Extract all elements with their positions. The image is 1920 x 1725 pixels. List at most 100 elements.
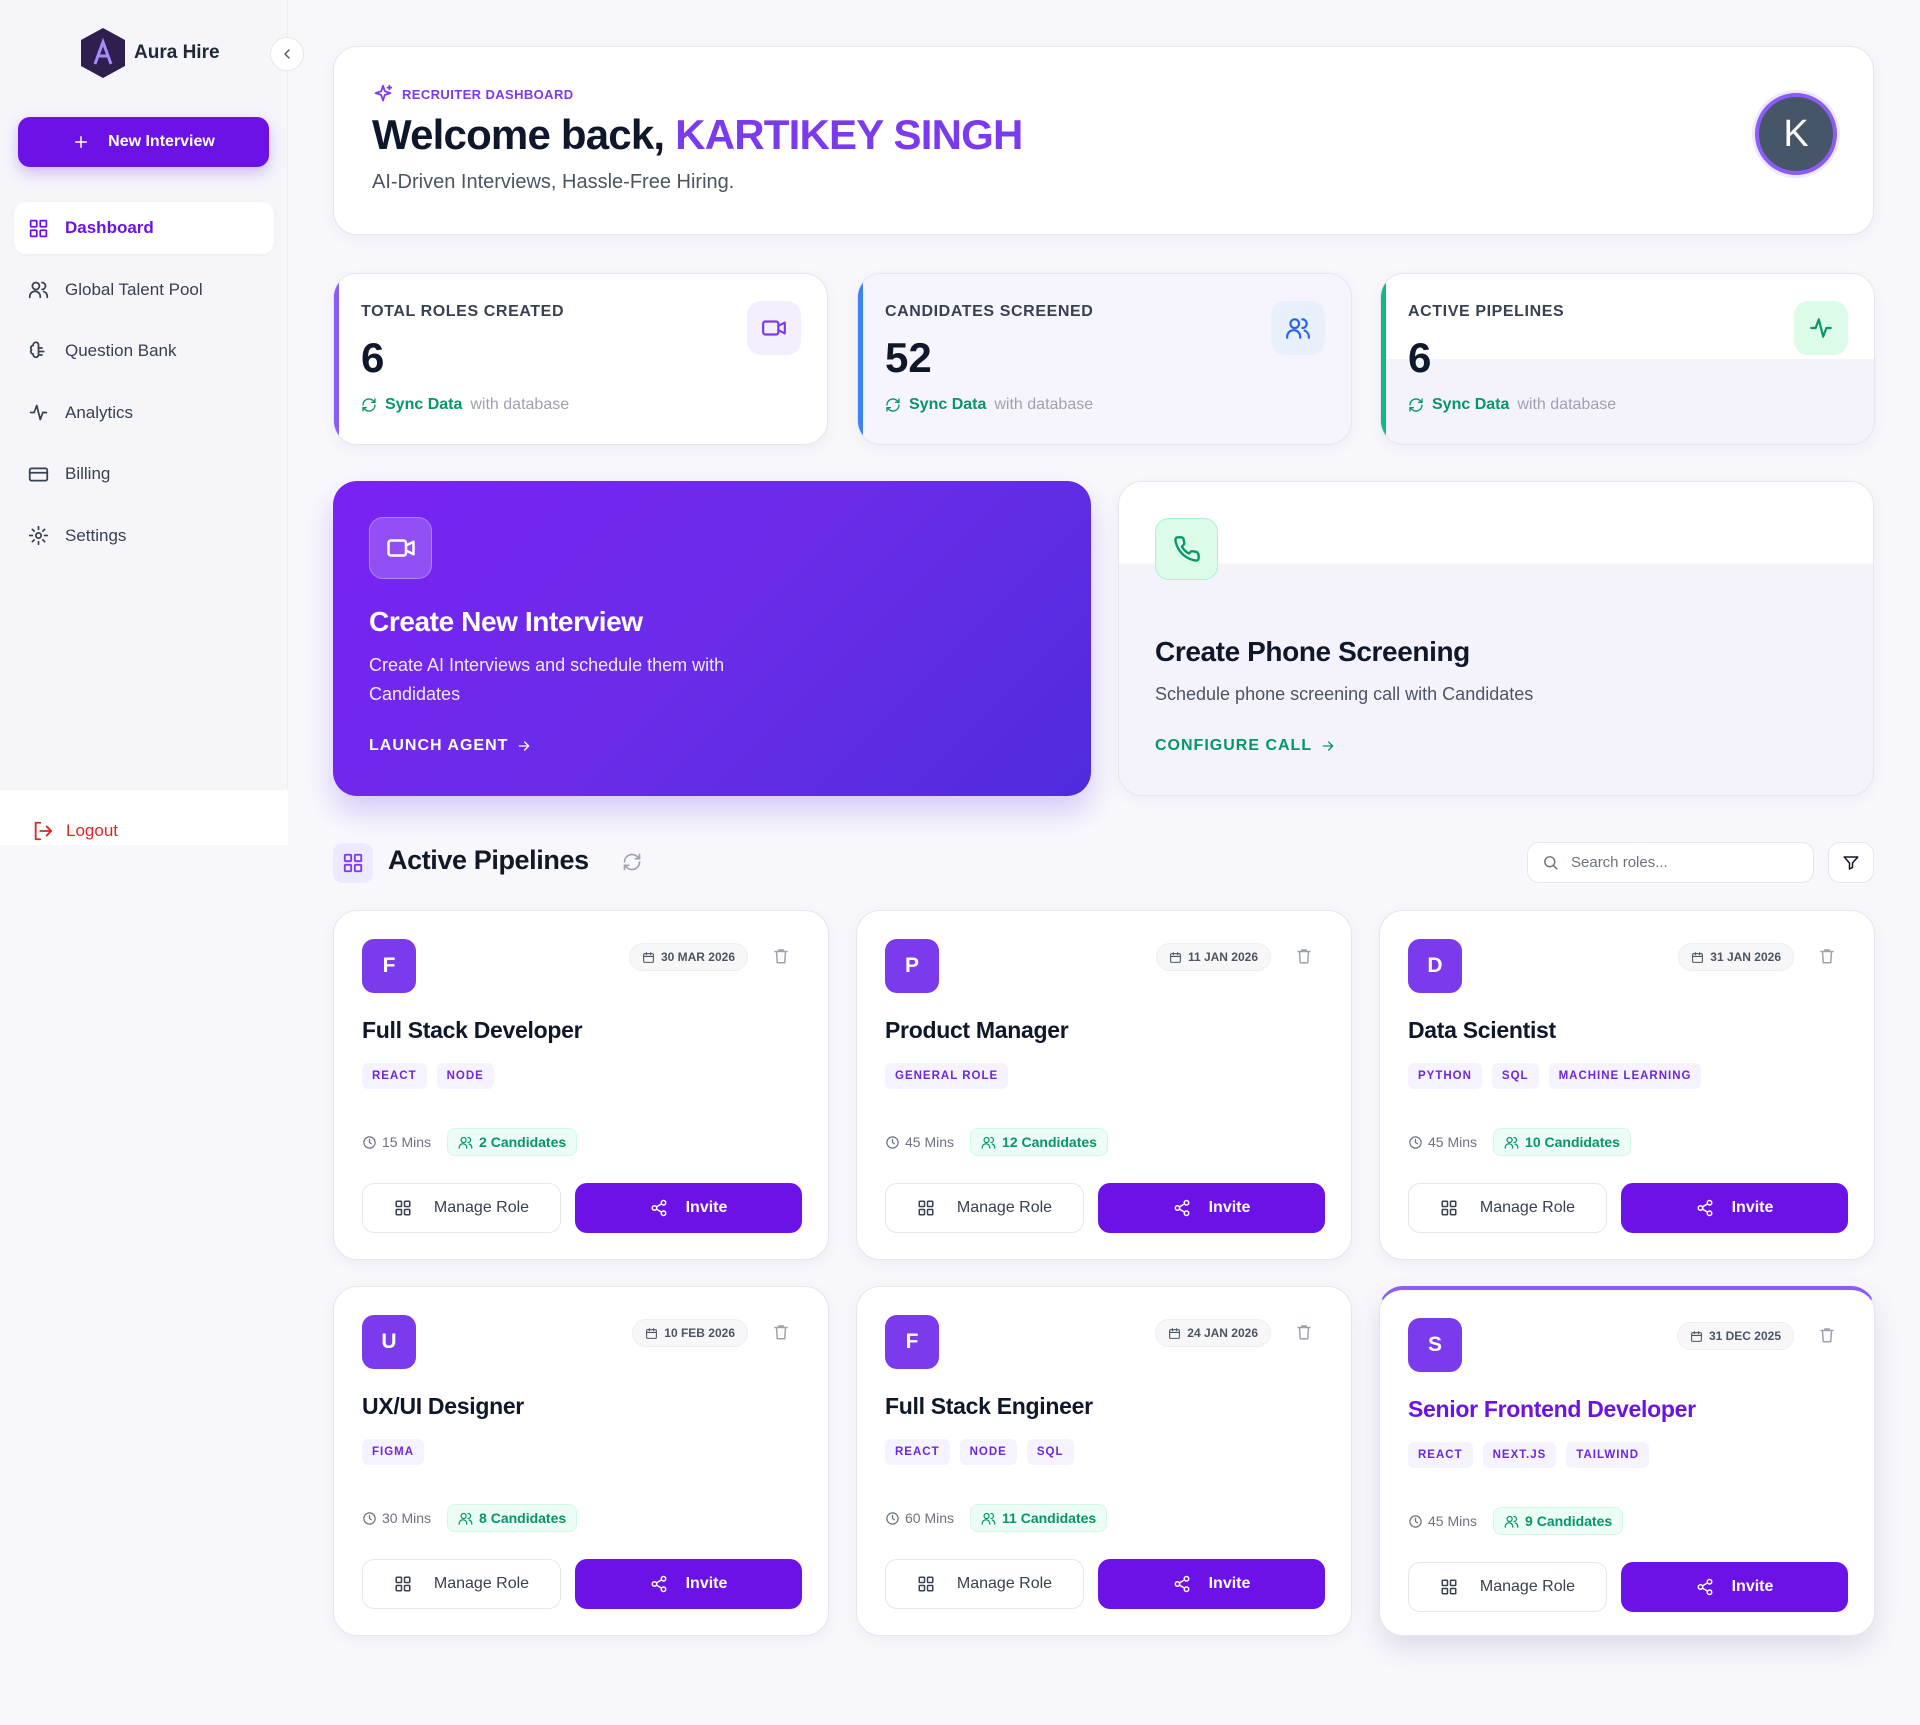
stat-value: 52 bbox=[885, 334, 932, 381]
new-interview-button[interactable]: New Interview bbox=[18, 117, 269, 167]
icon bbox=[1409, 1514, 1422, 1528]
icon bbox=[34, 821, 53, 841]
role-meta: 60 Mins 11 Candidates bbox=[885, 1504, 1108, 1532]
nav-item[interactable]: Dashboard bbox=[14, 202, 274, 254]
delete-button[interactable] bbox=[1818, 947, 1836, 970]
logout-button[interactable]: Logout bbox=[32, 820, 118, 842]
cta-label: CONFIGURE CALL bbox=[1155, 737, 1313, 754]
delete-button[interactable] bbox=[1295, 947, 1313, 970]
duration-text: 60 Mins bbox=[905, 1510, 955, 1526]
icon bbox=[374, 84, 393, 102]
candidates-text: 11 Candidates bbox=[1002, 1510, 1097, 1526]
search-placeholder: Search roles... bbox=[1571, 854, 1668, 871]
accent-bar bbox=[858, 274, 863, 444]
button-label: Invite bbox=[1208, 1575, 1251, 1592]
delete-button[interactable] bbox=[1295, 1323, 1313, 1346]
skill-tag: REACT bbox=[885, 1439, 950, 1465]
manage-role-button[interactable]: Manage Role bbox=[1408, 1183, 1607, 1233]
stat-label: ACTIVE PIPELINES bbox=[1408, 303, 1565, 320]
invite-button[interactable]: Invite bbox=[1621, 1183, 1848, 1233]
nav-item[interactable]: Billing bbox=[14, 448, 274, 500]
delete-button[interactable] bbox=[772, 1323, 790, 1346]
role-card: D 31 JAN 2026 Data Scientist PYTHON SQL MACHI… bbox=[1379, 910, 1875, 1260]
icon bbox=[395, 1200, 411, 1216]
duration-text: 45 Mins bbox=[1428, 1513, 1478, 1529]
action-cta[interactable]: CONFIGURE CALL bbox=[1155, 737, 1336, 755]
invite-button[interactable]: Invite bbox=[1098, 1183, 1325, 1233]
user-name: KARTIKEY SINGH bbox=[675, 111, 1023, 158]
stat-label: TOTAL ROLES CREATED bbox=[361, 303, 565, 320]
button-label: Invite bbox=[685, 1199, 728, 1216]
create-interview-card[interactable]: Create New Interview Create AI Interviews… bbox=[333, 481, 1091, 796]
button-label: New Interview bbox=[108, 133, 215, 150]
refresh-button[interactable] bbox=[622, 852, 642, 877]
role-initial: U bbox=[362, 1315, 416, 1369]
sync-label: Sync Data bbox=[1432, 396, 1510, 413]
icon bbox=[29, 340, 45, 358]
nav-item[interactable]: Global Talent Pool bbox=[14, 264, 274, 316]
nav-label: Settings bbox=[65, 525, 127, 545]
action-description: Schedule phone screening call with Candi… bbox=[1155, 684, 1534, 704]
role-date: 31 DEC 2025 bbox=[1708, 1329, 1781, 1343]
logo-mark bbox=[81, 28, 125, 78]
duration: 45 Mins bbox=[1408, 1513, 1477, 1529]
icon bbox=[886, 398, 900, 412]
invite-button[interactable]: Invite bbox=[1621, 1562, 1848, 1612]
icon bbox=[363, 1511, 376, 1525]
sync-note: with database bbox=[1517, 396, 1617, 413]
tag-list: REACT NODE SQL bbox=[885, 1439, 1074, 1465]
logout-label: Logout bbox=[66, 821, 118, 840]
skill-tag: REACT bbox=[1408, 1442, 1473, 1468]
avatar[interactable]: K bbox=[1755, 93, 1837, 175]
icon bbox=[1692, 951, 1704, 963]
manage-role-button[interactable]: Manage Role bbox=[362, 1559, 561, 1609]
role-title: Product Manager bbox=[885, 1017, 1069, 1043]
welcome-card: RECRUITER DASHBOARD Welcome back, KARTIKE… bbox=[333, 46, 1874, 235]
icon bbox=[1504, 1515, 1519, 1528]
icon bbox=[363, 1135, 376, 1149]
icon bbox=[458, 1512, 473, 1525]
collapse-button[interactable] bbox=[270, 37, 304, 71]
action-cta[interactable]: LAUNCH AGENT bbox=[369, 737, 532, 755]
skill-tag: FIGMA bbox=[362, 1439, 425, 1465]
stat-label: CANDIDATES SCREENED bbox=[885, 303, 1094, 320]
nav-item[interactable]: Settings bbox=[14, 510, 274, 562]
manage-role-button[interactable]: Manage Role bbox=[1408, 1562, 1607, 1612]
delete-button[interactable] bbox=[772, 947, 790, 970]
invite-button[interactable]: Invite bbox=[1098, 1559, 1325, 1609]
stat-value: 6 bbox=[361, 334, 385, 381]
icon bbox=[1820, 949, 1834, 964]
skill-tag: NODE bbox=[436, 1063, 494, 1089]
role-initial: S bbox=[1408, 1318, 1462, 1372]
date-pill: 24 JAN 2026 bbox=[1155, 1319, 1271, 1347]
invite-button[interactable]: Invite bbox=[575, 1183, 802, 1233]
button-label: Invite bbox=[1731, 1578, 1774, 1595]
duration: 15 Mins bbox=[362, 1134, 431, 1150]
icon bbox=[651, 1575, 667, 1593]
nav-item[interactable]: Question Bank bbox=[14, 325, 274, 377]
manage-role-button[interactable]: Manage Role bbox=[362, 1183, 561, 1233]
tag-list: REACT NEXT.JS TAILWIND bbox=[1408, 1442, 1650, 1468]
role-initial: D bbox=[1408, 939, 1462, 993]
role-initial: F bbox=[362, 939, 416, 993]
invite-button[interactable]: Invite bbox=[575, 1559, 802, 1609]
role-card: P 11 JAN 2026 Product Manager GENERAL ROLE 4… bbox=[856, 910, 1352, 1260]
candidates: 10 Candidates bbox=[1493, 1128, 1631, 1156]
section-title: Active Pipelines bbox=[388, 845, 589, 875]
sync-info: Sync Data with database bbox=[1408, 396, 1616, 414]
icon bbox=[1409, 398, 1423, 412]
role-meta: 45 Mins 10 Candidates bbox=[1408, 1128, 1631, 1156]
delete-button[interactable] bbox=[1818, 1326, 1836, 1349]
manage-role-button[interactable]: Manage Role bbox=[885, 1183, 1084, 1233]
stat-icon bbox=[1794, 301, 1848, 355]
button-label: Manage Role bbox=[433, 1575, 530, 1592]
search-box[interactable]: Search roles... bbox=[1527, 842, 1814, 883]
phone-screening-card[interactable]: Create Phone Screening Schedule phone scr… bbox=[1118, 481, 1874, 796]
button-label: Invite bbox=[1731, 1199, 1774, 1216]
filter-button[interactable] bbox=[1828, 842, 1874, 883]
skill-tag: SQL bbox=[1026, 1439, 1074, 1465]
duration-text: 45 Mins bbox=[905, 1134, 955, 1150]
nav-item[interactable]: Analytics bbox=[14, 387, 274, 439]
manage-role-button[interactable]: Manage Role bbox=[885, 1559, 1084, 1609]
icon bbox=[651, 1199, 667, 1217]
